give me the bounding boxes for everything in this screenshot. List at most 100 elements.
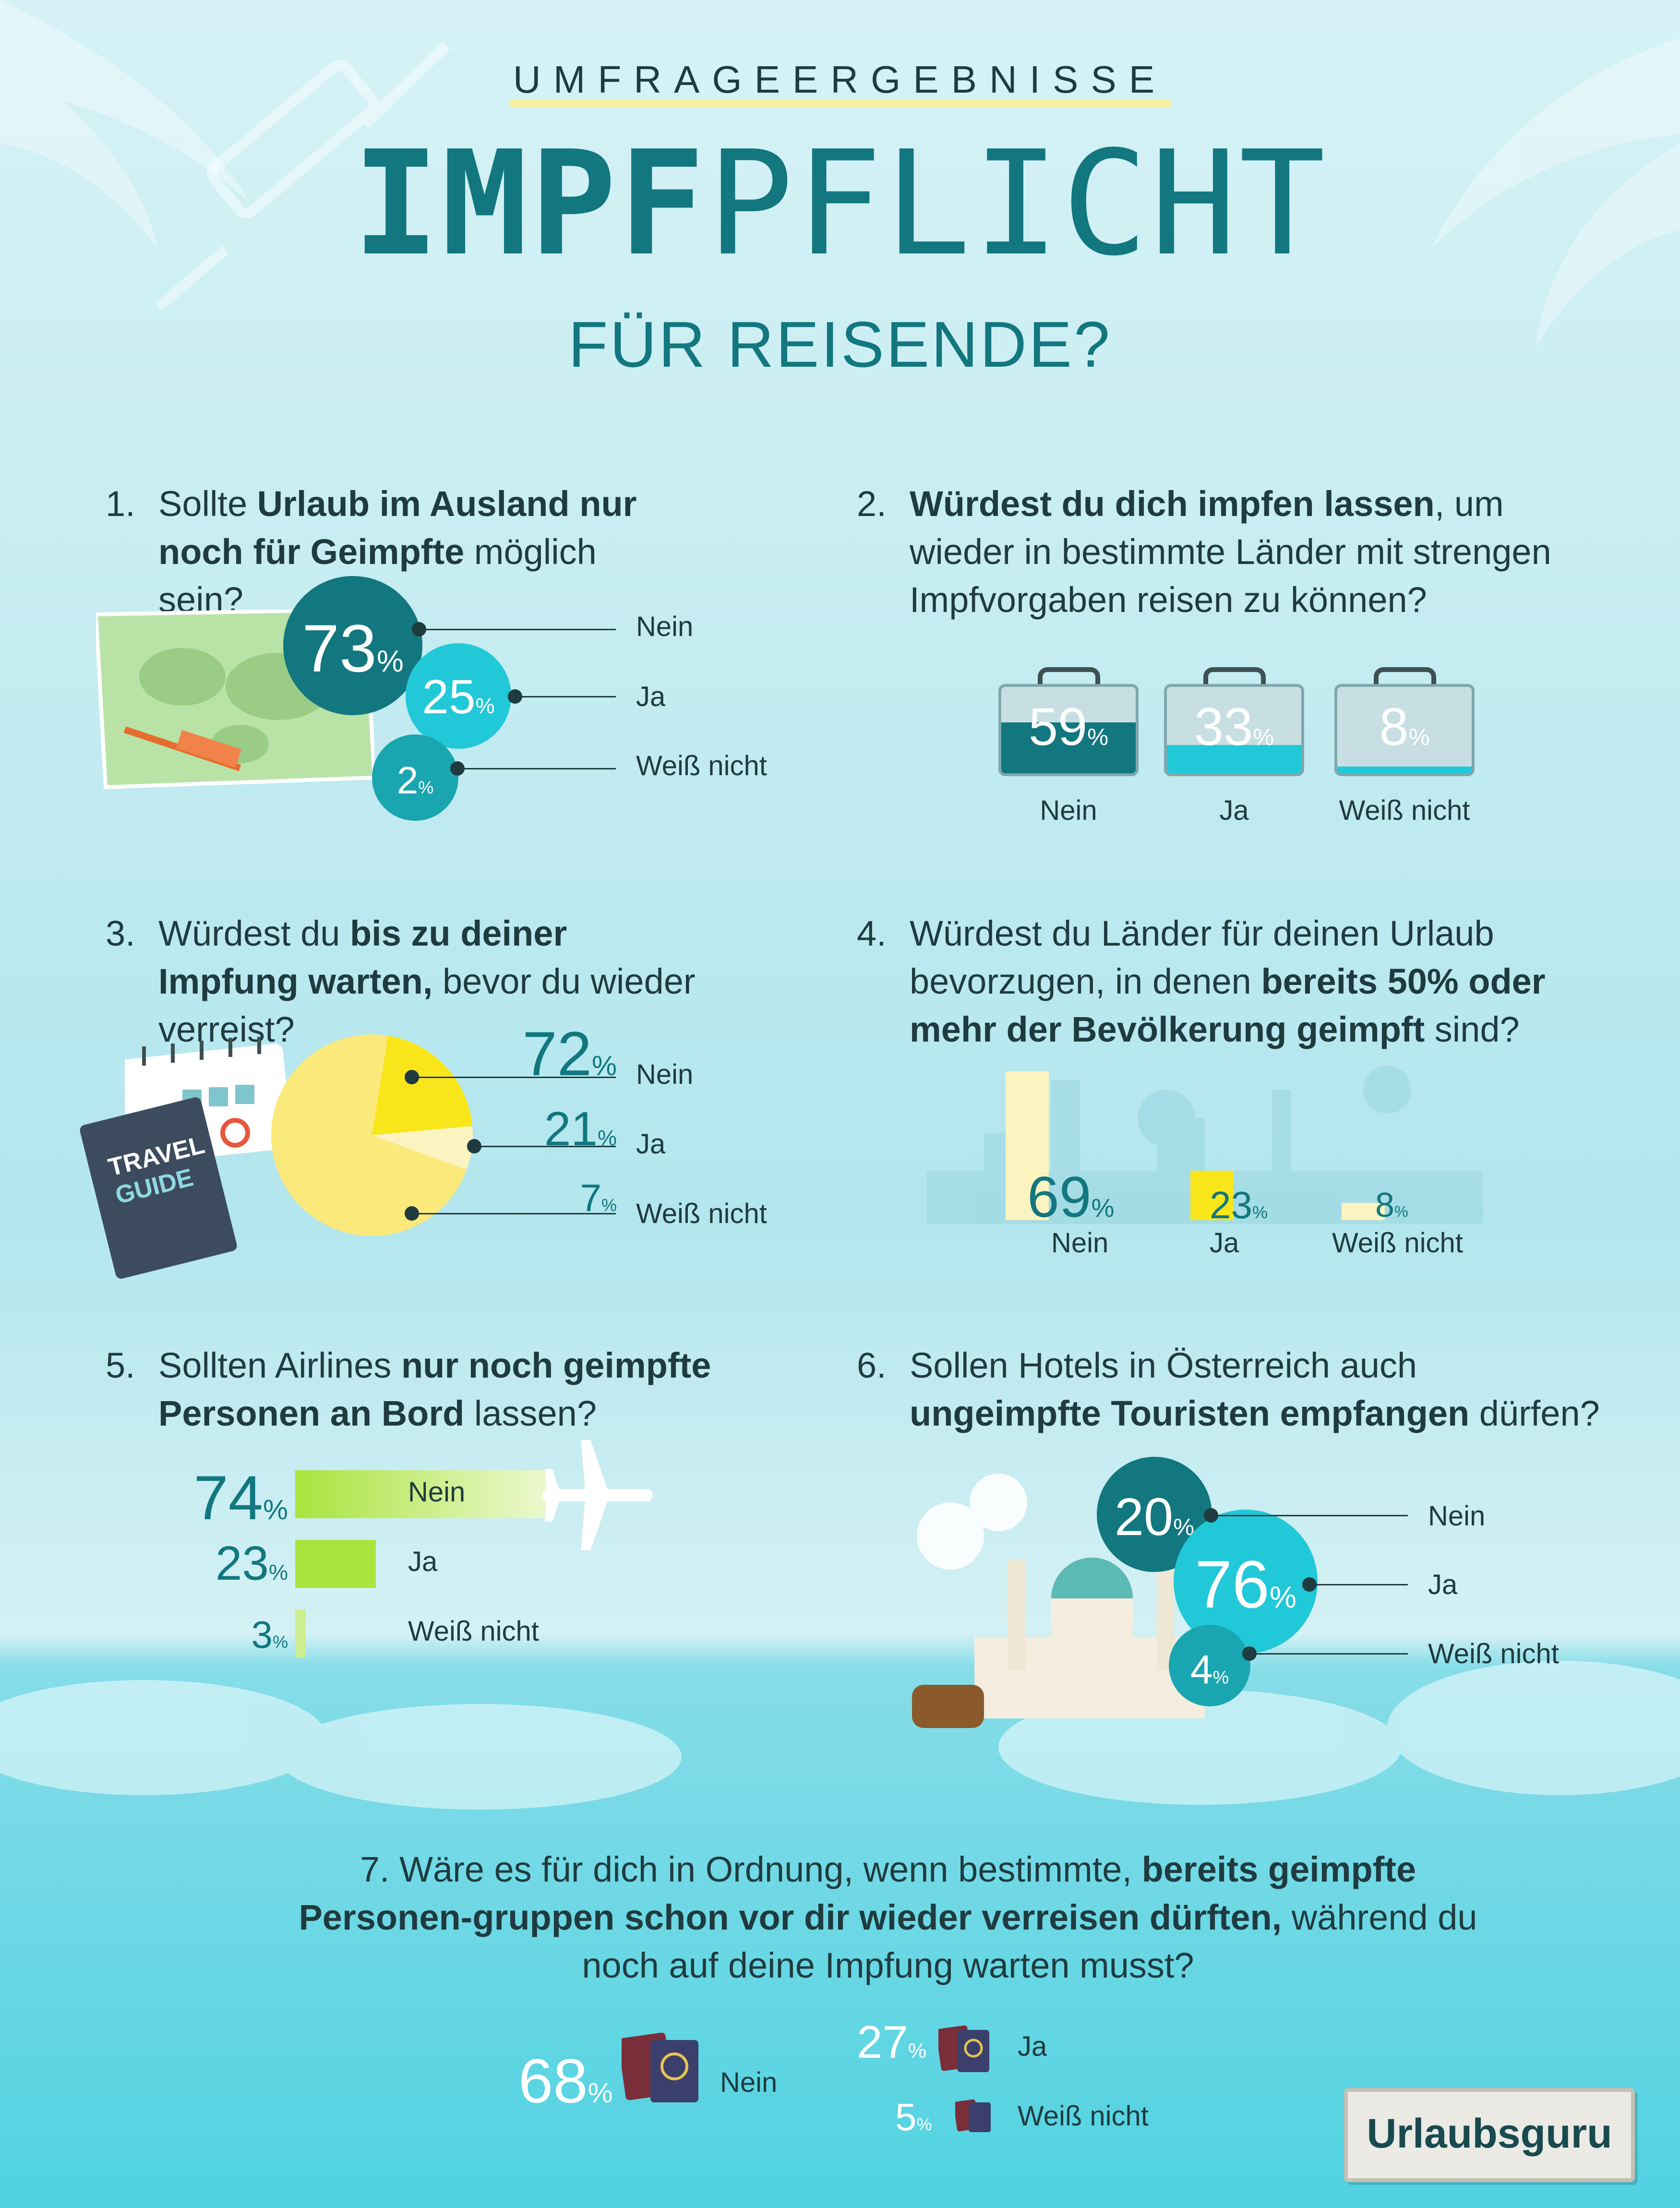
q4-value-ja-wrap: 23% <box>1210 1183 1268 1227</box>
q5-value-weiss-nicht: 3 <box>251 1613 273 1656</box>
q6-label-ja: Ja <box>1428 1569 1458 1600</box>
page-subtitle: FÜR REISENDE? <box>568 308 1112 381</box>
q4-bar-nein <box>1006 1071 1049 1220</box>
q7-value-weiss-nicht-wrap: 5% <box>895 2095 932 2139</box>
q2-suitcase-fill-weiss-nicht <box>1337 766 1472 773</box>
palm-leaf-left-icon <box>0 0 250 250</box>
q1-pct-nein: % <box>376 645 404 678</box>
q1-bold: Urlaub im Ausland nur noch für Geimpfte <box>158 484 637 572</box>
kicker-underline <box>509 99 1171 108</box>
q2-suitcase-nein: 59% <box>998 684 1139 776</box>
q2-suitcase-ja: 33% <box>1164 684 1304 776</box>
vienna-church-icon <box>912 1474 1205 1728</box>
q6-pct-weiss-nicht: % <box>1212 1668 1229 1688</box>
q7-bold: bereits geimpfte Personen-gruppen schon … <box>299 1849 1416 1937</box>
q3-pct-nein: % <box>591 1050 617 1081</box>
q5-bar-nein <box>295 1470 554 1518</box>
airplane-icon <box>542 1440 653 1550</box>
q4-question: 4. Würdest du Länder für deinen Urlaub be… <box>857 910 1606 1054</box>
q6-pct-ja: % <box>1269 1581 1296 1614</box>
q1-circle-ja: 25% <box>406 643 511 749</box>
q3-bold: bis zu deiner Impfung warten, <box>158 913 567 1001</box>
cow-icon <box>912 1685 984 1728</box>
passport-icon <box>955 2099 991 2132</box>
q4-value-ja: 23 <box>1210 1184 1252 1226</box>
q1-label-weiss-nicht: Weiß nicht <box>636 750 767 781</box>
q2-suitcase-value-weiss-nicht: 8% <box>1337 696 1472 757</box>
clouds <box>0 1661 1680 1810</box>
kicker: UMFRAGEERGEBNISSE <box>513 58 1167 101</box>
q3-post: bevor du wieder verreist? <box>158 961 696 1049</box>
q5-label-weiss-nicht: Weiß nicht <box>408 1616 539 1647</box>
q1-pre: Sollte <box>158 484 257 524</box>
q5-bar-weiss-nicht <box>295 1609 306 1657</box>
q6-circle-weiss-nicht: 4% <box>1169 1625 1250 1706</box>
q4-label-ja: Ja <box>1210 1227 1239 1259</box>
q5-bar-ja <box>295 1540 376 1588</box>
q6-bold: ungeimpfte Touristen empfangen <box>910 1393 1470 1433</box>
q2-label-ja: Ja <box>1219 795 1249 826</box>
q6-post: dürfen? <box>1469 1393 1600 1433</box>
q2-suitcase-weiss-nicht: 8% <box>1334 684 1475 776</box>
q4-value-nein: 69 <box>1027 1165 1092 1229</box>
q4-bar-weiss-nicht <box>1342 1203 1385 1220</box>
q3-pie-slice-nein <box>271 1034 467 1236</box>
q7-pct-weiss-nicht: % <box>916 2114 932 2134</box>
q4-bar-ja <box>1190 1170 1234 1220</box>
q6-label-weiss-nicht: Weiß nicht <box>1428 1638 1559 1669</box>
q5-number: 5. <box>106 1345 135 1385</box>
q2-suitcase-fill-nein <box>1001 722 1136 773</box>
suitcase-handle-icon <box>1038 667 1100 696</box>
q7-pct-nein: % <box>588 2077 613 2109</box>
q3-value-ja: 21 <box>544 1102 598 1156</box>
q3-label-nein: Nein <box>636 1059 694 1090</box>
q1-circle-nein: 73% <box>283 576 422 715</box>
q6-value-nein: 20 <box>1114 1488 1174 1547</box>
q6-leader-line <box>1309 1584 1408 1585</box>
q3-label-weiss-nicht: Weiß nicht <box>636 1198 767 1229</box>
q7-value-weiss-nicht: 5 <box>895 2096 917 2138</box>
suitcase-handle-icon <box>1374 667 1436 696</box>
q3-pie-slice-ja <box>372 1035 473 1135</box>
q4-pre: Würdest du Länder für deinen Urlaub bevo… <box>910 913 1494 1001</box>
q1-circle-weiss-nicht: 2% <box>372 734 458 821</box>
q1-label-ja: Ja <box>636 681 666 712</box>
q3-value-ja-wrap: 21% <box>518 1102 617 1157</box>
q1-question: 1. Sollte Urlaub im Ausland nur noch für … <box>106 480 686 624</box>
q4-value-weiss-nicht: 8 <box>1375 1186 1395 1224</box>
q1-value-ja: 25 <box>422 670 476 724</box>
q7-pre: Wäre es für dich in Ordnung, wenn bestim… <box>399 1849 1142 1889</box>
q1-leader-line <box>515 696 616 697</box>
passport-icon <box>938 2025 989 2072</box>
q3-value-nein: 72 <box>522 1019 592 1089</box>
q5-pre: Sollten Airlines <box>158 1345 401 1385</box>
suitcase-handle-icon <box>1203 667 1266 696</box>
q2-pct-nein: % <box>1087 724 1109 750</box>
q6-leader-line <box>1249 1653 1408 1655</box>
q2-question: 2. Würdest du dich impfen lassen, um wied… <box>857 480 1606 624</box>
q3-number: 3. <box>106 913 135 953</box>
q7-number: 7. <box>360 1849 390 1889</box>
q4-pct-ja: % <box>1252 1202 1268 1222</box>
q2-suitcase-value-nein: 59% <box>1001 696 1136 757</box>
q5-pct-nein: % <box>263 1494 288 1525</box>
q5-pct-ja: % <box>268 1560 288 1584</box>
q5-pct-weiss-nicht: % <box>272 1632 288 1652</box>
q4-bold: bereits 50% oder mehr der Bevölkerung ge… <box>910 961 1546 1049</box>
q6-question: 6. Sollen Hotels in Österreich auch ungei… <box>857 1342 1606 1438</box>
q2-value-nein: 59 <box>1028 697 1088 756</box>
q7-label-ja: Ja <box>1018 2031 1047 2062</box>
q2-bold: Würdest du dich impfen lassen <box>910 484 1435 524</box>
page-title: IMPFPFLICHT <box>0 120 1680 288</box>
q6-value-weiss-nicht: 4 <box>1190 1647 1213 1692</box>
q2-value-weiss-nicht: 8 <box>1379 697 1409 756</box>
q2-value-ja: 33 <box>1194 697 1253 756</box>
q5-value-nein: 74 <box>193 1463 263 1533</box>
q3-pct-ja: % <box>597 1126 617 1150</box>
q1-value-nein: 73 <box>302 611 377 686</box>
q4-label-weiss-nicht: Weiß nicht <box>1332 1227 1463 1259</box>
q7-post: während du noch auf deine Impfung warten… <box>582 1897 1477 1985</box>
q3-value-nein-wrap: 72% <box>518 1018 617 1090</box>
q3-leader-line <box>412 1077 616 1078</box>
syringe-icon <box>155 42 450 312</box>
